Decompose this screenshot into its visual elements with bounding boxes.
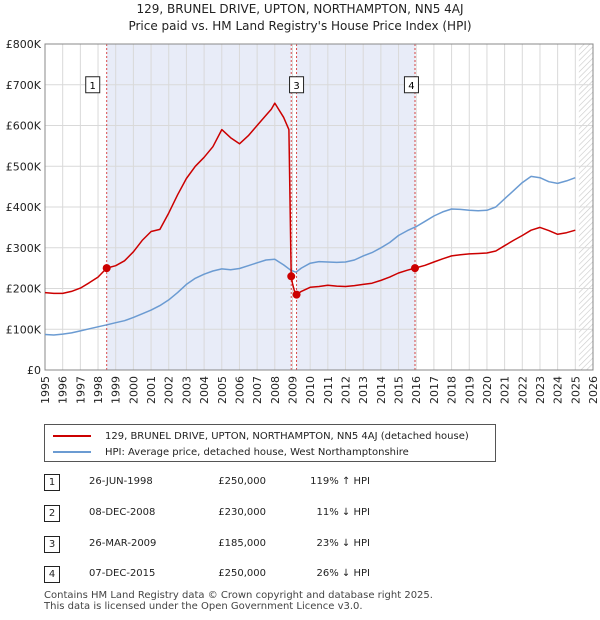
legend-hpi-label: HPI: Average price, detached house, West… <box>105 446 409 458</box>
x-tick-label: 2022 <box>516 376 529 404</box>
transaction-row: 4 07-DEC-2015 £250,000 26% ↓ HPI <box>0 565 600 585</box>
transaction-number: 3 <box>44 536 60 553</box>
x-tick-label: 2005 <box>216 376 229 404</box>
x-tick-label: 2017 <box>428 376 441 404</box>
x-tick-label: 2013 <box>357 376 370 404</box>
footer-line-2: This data is licensed under the Open Gov… <box>44 601 363 612</box>
sale-point-marker <box>287 272 296 281</box>
marker-label-box <box>403 76 419 94</box>
transaction-row: 1 26-JUN-1998 £250,000 119% ↑ HPI <box>0 473 600 493</box>
x-tick-label: 1997 <box>74 376 87 404</box>
chart-subtitle: Price paid vs. HM Land Registry's House … <box>128 19 471 33</box>
x-tick-label: 1999 <box>110 376 123 404</box>
x-tick-label: 2007 <box>251 376 264 404</box>
chart-title: 129, BRUNEL DRIVE, UPTON, NORTHAMPTON, N… <box>136 2 463 16</box>
y-tick-label: £300K <box>6 242 42 255</box>
x-tick-label: 2020 <box>481 376 494 404</box>
transaction-date: 07-DEC-2015 <box>89 568 156 579</box>
x-tick-label: 2011 <box>322 376 335 404</box>
sale-point-marker <box>102 264 111 273</box>
transaction-hpi: 119% ↑ HPI <box>310 476 370 487</box>
x-tick-label: 2001 <box>145 376 158 404</box>
y-tick-label: £100K <box>6 323 42 336</box>
marker-label-box <box>289 76 305 94</box>
legend-hpi-swatch <box>53 451 91 453</box>
transaction-date: 26-MAR-2009 <box>89 538 157 549</box>
plot-frame <box>44 43 594 371</box>
transaction-row: 2 08-DEC-2008 £230,000 11% ↓ HPI <box>0 504 600 524</box>
y-tick-label: £700K <box>6 79 42 92</box>
x-tick-label: 2012 <box>340 376 353 404</box>
x-tick-label: 2018 <box>446 376 459 404</box>
transaction-hpi: 11% ↓ HPI <box>316 507 370 518</box>
y-tick-label: £0 <box>27 364 41 377</box>
legend-property-label: 129, BRUNEL DRIVE, UPTON, NORTHAMPTON, N… <box>105 430 469 442</box>
x-tick-label: 2003 <box>180 376 193 404</box>
price-chart: 129, BRUNEL DRIVE, UPTON, NORTHAMPTON, N… <box>6 2 600 404</box>
y-tick-label: £200K <box>6 283 42 296</box>
x-tick-label: 2000 <box>127 376 140 404</box>
x-tick-label: 1996 <box>57 376 70 404</box>
legend-property-swatch <box>53 435 91 437</box>
sale-point-marker <box>292 290 301 299</box>
transaction-price: £185,000 <box>218 538 266 549</box>
footer-attribution: Contains HM Land Registry data © Crown c… <box>44 590 433 612</box>
marker-label-text: 1 <box>90 81 96 92</box>
y-tick-label: £500K <box>6 160 42 173</box>
x-tick-label: 2002 <box>163 376 176 404</box>
legend-property-row: 129, BRUNEL DRIVE, UPTON, NORTHAMPTON, N… <box>53 428 469 444</box>
transaction-number: 2 <box>44 505 60 522</box>
transaction-hpi: 26% ↓ HPI <box>316 568 370 579</box>
x-tick-label: 2014 <box>375 376 388 404</box>
x-tick-label: 1995 <box>39 376 52 404</box>
transaction-date: 26-JUN-1998 <box>89 476 153 487</box>
x-tick-label: 2004 <box>198 376 211 404</box>
footer-line-1: Contains HM Land Registry data © Crown c… <box>44 590 433 601</box>
transaction-price: £230,000 <box>218 507 266 518</box>
transaction-number: 4 <box>44 566 60 583</box>
transaction-date: 08-DEC-2008 <box>89 507 156 518</box>
legend: 129, BRUNEL DRIVE, UPTON, NORTHAMPTON, N… <box>44 424 496 462</box>
x-tick-label: 2009 <box>286 376 299 404</box>
y-tick-label: £600K <box>6 120 42 133</box>
x-tick-label: 2025 <box>569 376 582 404</box>
marker-label-text: 3 <box>293 81 299 92</box>
x-tick-label: 2008 <box>269 376 282 404</box>
legend-hpi-row: HPI: Average price, detached house, West… <box>53 444 409 460</box>
x-tick-label: 2019 <box>463 376 476 404</box>
x-tick-label: 2021 <box>499 376 512 404</box>
x-tick-label: 2023 <box>534 376 547 404</box>
transaction-hpi: 23% ↓ HPI <box>316 538 370 549</box>
transaction-row: 3 26-MAR-2009 £185,000 23% ↓ HPI <box>0 535 600 555</box>
y-tick-label: £800K <box>6 38 42 51</box>
transaction-price: £250,000 <box>218 568 266 579</box>
x-tick-label: 2015 <box>393 376 406 404</box>
x-tick-label: 2016 <box>410 376 423 404</box>
marker-label-text: 4 <box>408 81 414 92</box>
marker-label-box <box>85 76 101 94</box>
hpi-line <box>44 175 576 336</box>
x-tick-label: 2026 <box>587 376 600 404</box>
y-tick-label: £400K <box>6 201 42 214</box>
transaction-price: £250,000 <box>218 476 266 487</box>
transaction-number: 1 <box>44 474 60 491</box>
sale-point-marker <box>410 264 419 273</box>
x-tick-label: 2010 <box>304 376 317 404</box>
x-tick-label: 2024 <box>552 376 565 404</box>
x-tick-label: 2006 <box>233 376 246 404</box>
x-tick-label: 1998 <box>92 376 105 404</box>
